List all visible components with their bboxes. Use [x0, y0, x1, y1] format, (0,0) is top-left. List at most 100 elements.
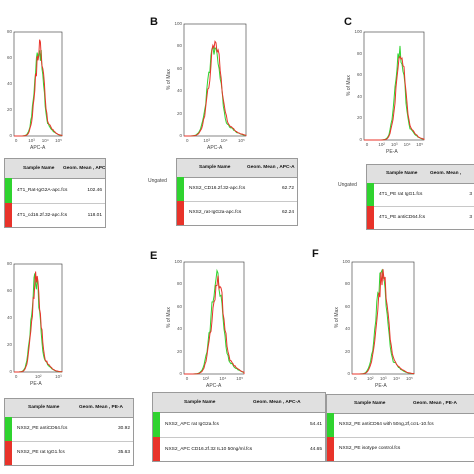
- series-red-histogram: [184, 275, 245, 375]
- plot-frame: [13, 31, 63, 137]
- legend-sample-name: NXS2_PE isotype control.fcs: [339, 446, 401, 451]
- histogram-plot: [351, 261, 415, 375]
- panel-letter: F: [312, 248, 319, 260]
- x-tick-label: 10⁴: [403, 142, 411, 147]
- x-axis-label: APC-A: [206, 383, 222, 389]
- x-tick-label: 10⁴: [219, 376, 227, 381]
- y-tick-label: 60: [176, 65, 182, 71]
- panel-letter: B: [150, 16, 158, 28]
- legend-header-value: Geom. Mean , APC-A: [63, 165, 106, 171]
- legend-row: NXS2_PE isotype control.fcs: [327, 437, 474, 461]
- legend-table: Sample Name Geom. Mean , APC-A 4T1_Rat-IgG…: [4, 158, 106, 228]
- y-tick-label: 40: [176, 326, 182, 332]
- legend-color-swatch: [153, 437, 160, 461]
- series-green-histogram: [364, 45, 425, 141]
- x-axis-label: PE-A: [386, 149, 398, 155]
- legend-color-swatch: [327, 437, 334, 461]
- legend-color-swatch: [5, 417, 12, 441]
- legend-row: NXS2_APC CD16.2f.32 IL10 50ng/ml.fcs 44.6…: [153, 437, 325, 461]
- y-tick-label: 100: [342, 259, 350, 264]
- legend-header-value: Geom. Mean , APC-A: [253, 399, 301, 405]
- y-tick-label: 20: [6, 107, 12, 112]
- legend-row: NXS2_rat-IgG2a-apc.fcs 62.24: [177, 201, 297, 225]
- legend-header-sample: Sample Name: [354, 401, 386, 406]
- legend-geom-mean: 54.41: [309, 421, 322, 427]
- legend-sample-name: NXS2_PE antiCD64 with 50ng,2f,ccIL-10.fc…: [339, 422, 434, 427]
- y-tick-label: 40: [176, 88, 182, 94]
- y-tick-label: 0: [179, 371, 182, 376]
- x-tick-label: 10³: [202, 376, 210, 381]
- series-green-histogram: [184, 45, 247, 137]
- legend-sample-name: NXS2_APC CD16.2f.32 IL10 50ng/ml.fcs: [165, 446, 253, 452]
- y-tick-label: 20: [356, 115, 362, 121]
- x-axis-label: APC-A: [30, 145, 46, 151]
- x-tick-label: 10²: [378, 142, 385, 147]
- y-tick-label: 0: [179, 133, 182, 138]
- y-tick-label: 60: [6, 55, 12, 60]
- y-tick-label: 0: [347, 371, 350, 376]
- y-tick-label: 100: [174, 259, 182, 264]
- x-tick-label: 10⁴: [220, 138, 228, 143]
- x-tick-label: 0: [185, 376, 189, 381]
- y-tick-label: 20: [344, 348, 350, 354]
- legend-header: Sample Name Geom. Mean , PE-A: [5, 399, 133, 418]
- x-tick-label: 10⁵: [238, 138, 245, 143]
- x-tick-label: 10²: [35, 374, 42, 379]
- legend-header-sample: Sample Name: [386, 171, 418, 176]
- legend-header-sample: Sample Name: [28, 405, 60, 410]
- y-axis-label: % of Max: [166, 69, 172, 90]
- legend-geom-mean: 62.72: [281, 186, 294, 191]
- y-tick-label: 80: [176, 281, 182, 287]
- series-red-histogram: [364, 55, 425, 141]
- legend-row: 4T1_PE antiCD64.fcs 3: [367, 206, 474, 229]
- legend-geom-mean: 30.92: [117, 426, 130, 431]
- legend-sample-name: 4T1_PE rat IgG1.fcs: [379, 191, 423, 197]
- legend-table: Sample Name Geom. Mean , 4T1_PE rat IgG1.f…: [366, 164, 474, 230]
- series-red-histogram: [14, 39, 63, 137]
- legend-row: NXS2_PE antiCD64.fcs 30.92: [5, 417, 133, 442]
- y-axis-label: % of Max: [166, 307, 172, 328]
- plot-frame: [351, 261, 415, 375]
- y-tick-label: 100: [174, 21, 182, 26]
- legend-sample-name: 4T1_cd16.2f.32-apc.fcs: [17, 212, 68, 218]
- series-red-histogram: [184, 40, 247, 137]
- legend-color-swatch: [5, 178, 12, 203]
- x-tick-label: 10⁵: [236, 376, 244, 381]
- y-tick-label: 40: [6, 315, 12, 320]
- legend-geom-mean: 3: [469, 191, 472, 197]
- legend-header: Sample Name Geom. Mean ,: [367, 165, 474, 184]
- legend-row: 4T1_cd16.2f.32-apc.fcs 118.01: [5, 203, 105, 227]
- legend-table: Sample Name Geom. Mean , APC-A NXS2_APC ra…: [152, 392, 326, 462]
- legend-color-swatch: [5, 441, 12, 465]
- y-tick-label: 80: [356, 50, 362, 56]
- legend-color-swatch: [367, 206, 374, 229]
- plot-frame: [183, 23, 247, 137]
- legend-header-value: Geom. Mean , PE-A: [79, 405, 123, 410]
- series-green-histogram: [352, 268, 415, 375]
- series-red-histogram: [14, 271, 63, 373]
- legend-row: NXS2_PE antiCD64 with 50ng,2f,ccIL-10.fc…: [327, 413, 474, 438]
- legend-geom-mean: 3: [469, 214, 472, 220]
- x-tick-label: 0: [14, 374, 18, 379]
- legend-color-swatch: [327, 413, 334, 437]
- legend-row: NXS2_CD16.2f.32-apc.fcs 62.72: [177, 177, 297, 202]
- legend-sample-name: NXS2_APC rat IgG2a.fcs: [165, 421, 219, 427]
- y-tick-label: 80: [6, 29, 12, 34]
- legend-table: Sample Name Geom. Mean , APC-A NXS2_CD16.2…: [176, 158, 298, 226]
- legend-row: 4T1_Rat-IgG2A-apc.fcs 102.46: [5, 178, 105, 204]
- y-tick-label: 0: [9, 133, 12, 138]
- x-tick-label: 10⁵: [406, 376, 413, 381]
- legend-table: Sample Name Geom. Mean , PE-A NXS2_PE anti…: [326, 394, 474, 462]
- legend-color-swatch: [367, 183, 374, 206]
- legend-header: Sample Name Geom. Mean , PE-A: [327, 395, 474, 414]
- legend-geom-mean: 102.46: [87, 187, 102, 193]
- legend-geom-mean: 35.63: [117, 450, 130, 455]
- legend-geom-mean: 62.24: [281, 210, 294, 215]
- histogram-plot: [13, 31, 63, 137]
- legend-table: Sample Name Geom. Mean , PE-A NXS2_PE anti…: [4, 398, 134, 466]
- plot-frame: [183, 261, 245, 375]
- panel-letter: E: [150, 250, 158, 262]
- x-tick-label: 10³: [203, 138, 210, 143]
- y-tick-label: 60: [176, 303, 182, 309]
- histogram-plot: [183, 261, 245, 375]
